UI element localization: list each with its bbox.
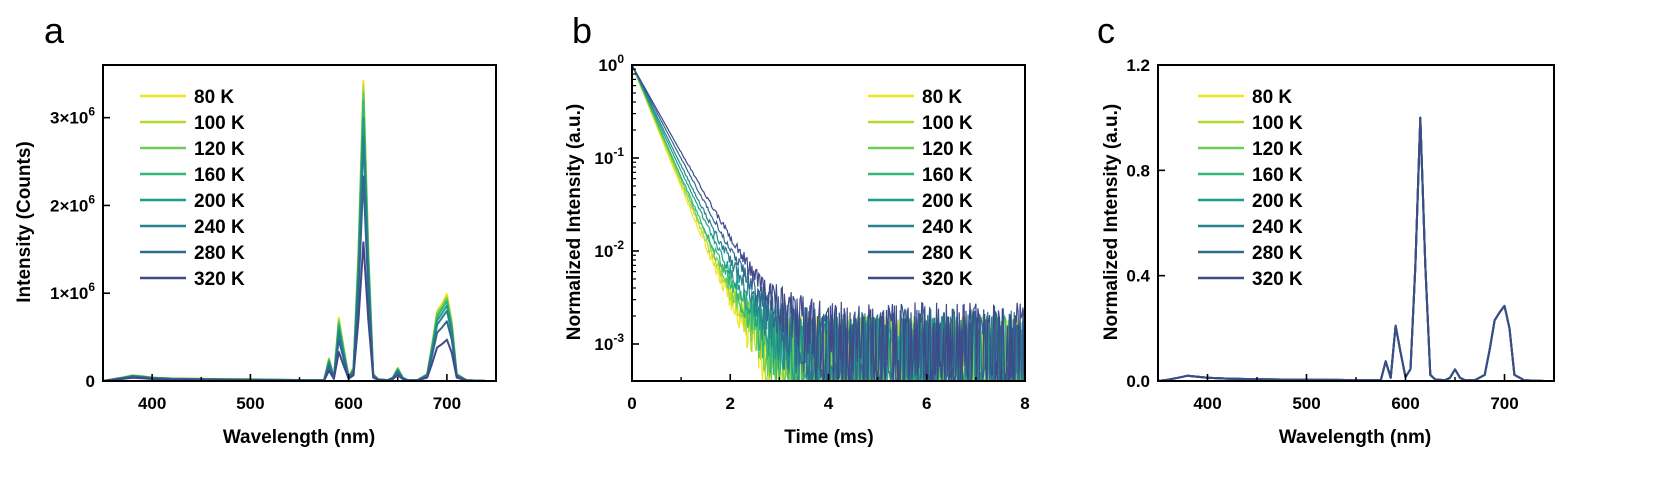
- series-line-b: [631, 64, 1026, 383]
- y-tick-label-b: 10-1: [594, 145, 624, 168]
- legend-label-c: 280 K: [1252, 243, 1303, 264]
- x-tick-label-c: 400: [1193, 394, 1221, 413]
- y-tick-label-a: 0: [86, 372, 95, 391]
- legend-label-c: 320 K: [1252, 269, 1303, 290]
- series-line-c: [1157, 116, 1554, 382]
- ylabel-c: Normalized Intensity (a.u.): [1101, 104, 1122, 340]
- plot-frame-c: [1157, 64, 1555, 382]
- xlabel-b: Time (ms): [784, 427, 873, 448]
- legend-label-b: 160 K: [922, 165, 973, 186]
- y-tick-label-c: 0.0: [1126, 372, 1150, 391]
- y-tick-label-b: 100: [598, 52, 624, 75]
- series-line-c: [1157, 116, 1554, 382]
- y-tick-label-c: 0.8: [1126, 161, 1150, 180]
- x-tick-label-c: 700: [1490, 394, 1518, 413]
- series-line-a: [102, 99, 496, 382]
- series-line-c: [1157, 116, 1554, 382]
- y-tick-label-a: 2×106: [50, 192, 95, 215]
- ylabel-b: Normalized Intensity (a.u.): [564, 104, 585, 340]
- x-tick-label-a: 400: [138, 394, 166, 413]
- legend-label-a: 200 K: [194, 191, 245, 212]
- series-line-c: [1157, 116, 1554, 382]
- xlabel-c: Wavelength (nm): [1279, 427, 1431, 448]
- legend-label-a: 240 K: [194, 217, 245, 238]
- panel-b-plot: 0 2 4 6 8 10-3 10-2 10-1 100 80 K 100 K 120 K 160 K 2…: [594, 52, 1029, 413]
- y-tick-label-c: 0.4: [1126, 267, 1150, 286]
- series-line-c: [1157, 116, 1554, 382]
- y-tick-label-a: 1×106: [50, 280, 95, 303]
- x-tick-label-a: 600: [334, 394, 362, 413]
- legend-label-c: 100 K: [1252, 113, 1303, 134]
- legend-label-b: 100 K: [922, 113, 973, 134]
- x-tick-label-a: 500: [236, 394, 264, 413]
- legend-label-a: 160 K: [194, 165, 245, 186]
- series-line-a: [102, 241, 496, 382]
- series-line-c: [1157, 116, 1554, 382]
- panel-a-plot: 400 500 600 700 0 1×106 2×106 3×106 80 K 100 K 120…: [50, 64, 497, 413]
- x-tick-label-b: 2: [726, 394, 735, 413]
- y-tick-label-c: 1.2: [1126, 56, 1150, 75]
- x-tick-label-b: 6: [922, 394, 931, 413]
- legend-label-b: 240 K: [922, 217, 973, 238]
- series-line-c: [1157, 116, 1554, 382]
- legend-label-b: 120 K: [922, 139, 973, 160]
- x-tick-label-b: 4: [824, 394, 834, 413]
- x-tick-label-c: 600: [1391, 394, 1419, 413]
- x-tick-label-c: 500: [1292, 394, 1320, 413]
- ylabel-a: Intensity (Counts): [14, 141, 35, 303]
- panel-letter-c: c: [1097, 10, 1115, 51]
- legend-label-b: 200 K: [922, 191, 973, 212]
- legend-label-a: 80 K: [194, 87, 234, 108]
- legend-label-a: 320 K: [194, 269, 245, 290]
- series-line-a: [102, 116, 496, 382]
- legend-label-a: 120 K: [194, 139, 245, 160]
- legend-label-c: 80 K: [1252, 87, 1292, 108]
- x-tick-label-b: 0: [627, 394, 636, 413]
- series-line-a: [102, 91, 496, 382]
- x-tick-label-a: 700: [433, 394, 461, 413]
- panel-c-plot: 400 500 600 700 0.0 0.4 0.8 1.2 80 K 100 K 120 K 16…: [1126, 56, 1555, 413]
- panel-letter-a: a: [44, 10, 65, 51]
- legend-label-c: 160 K: [1252, 165, 1303, 186]
- legend-label-b: 320 K: [922, 269, 973, 290]
- legend-label-a: 100 K: [194, 113, 245, 134]
- legend-label-b: 80 K: [922, 87, 962, 108]
- y-tick-label-b: 10-3: [594, 331, 624, 354]
- legend-label-c: 200 K: [1252, 191, 1303, 212]
- xlabel-a: Wavelength (nm): [223, 427, 375, 448]
- legend-label-c: 240 K: [1252, 217, 1303, 238]
- x-tick-label-b: 8: [1020, 394, 1029, 413]
- series-line-c: [1157, 116, 1554, 382]
- y-tick-label-a: 3×106: [50, 105, 95, 128]
- legend-label-b: 280 K: [922, 243, 973, 264]
- legend-label-a: 280 K: [194, 243, 245, 264]
- y-tick-label-b: 10-2: [594, 238, 624, 261]
- panel-letter-b: b: [572, 10, 592, 51]
- legend-label-c: 120 K: [1252, 139, 1303, 160]
